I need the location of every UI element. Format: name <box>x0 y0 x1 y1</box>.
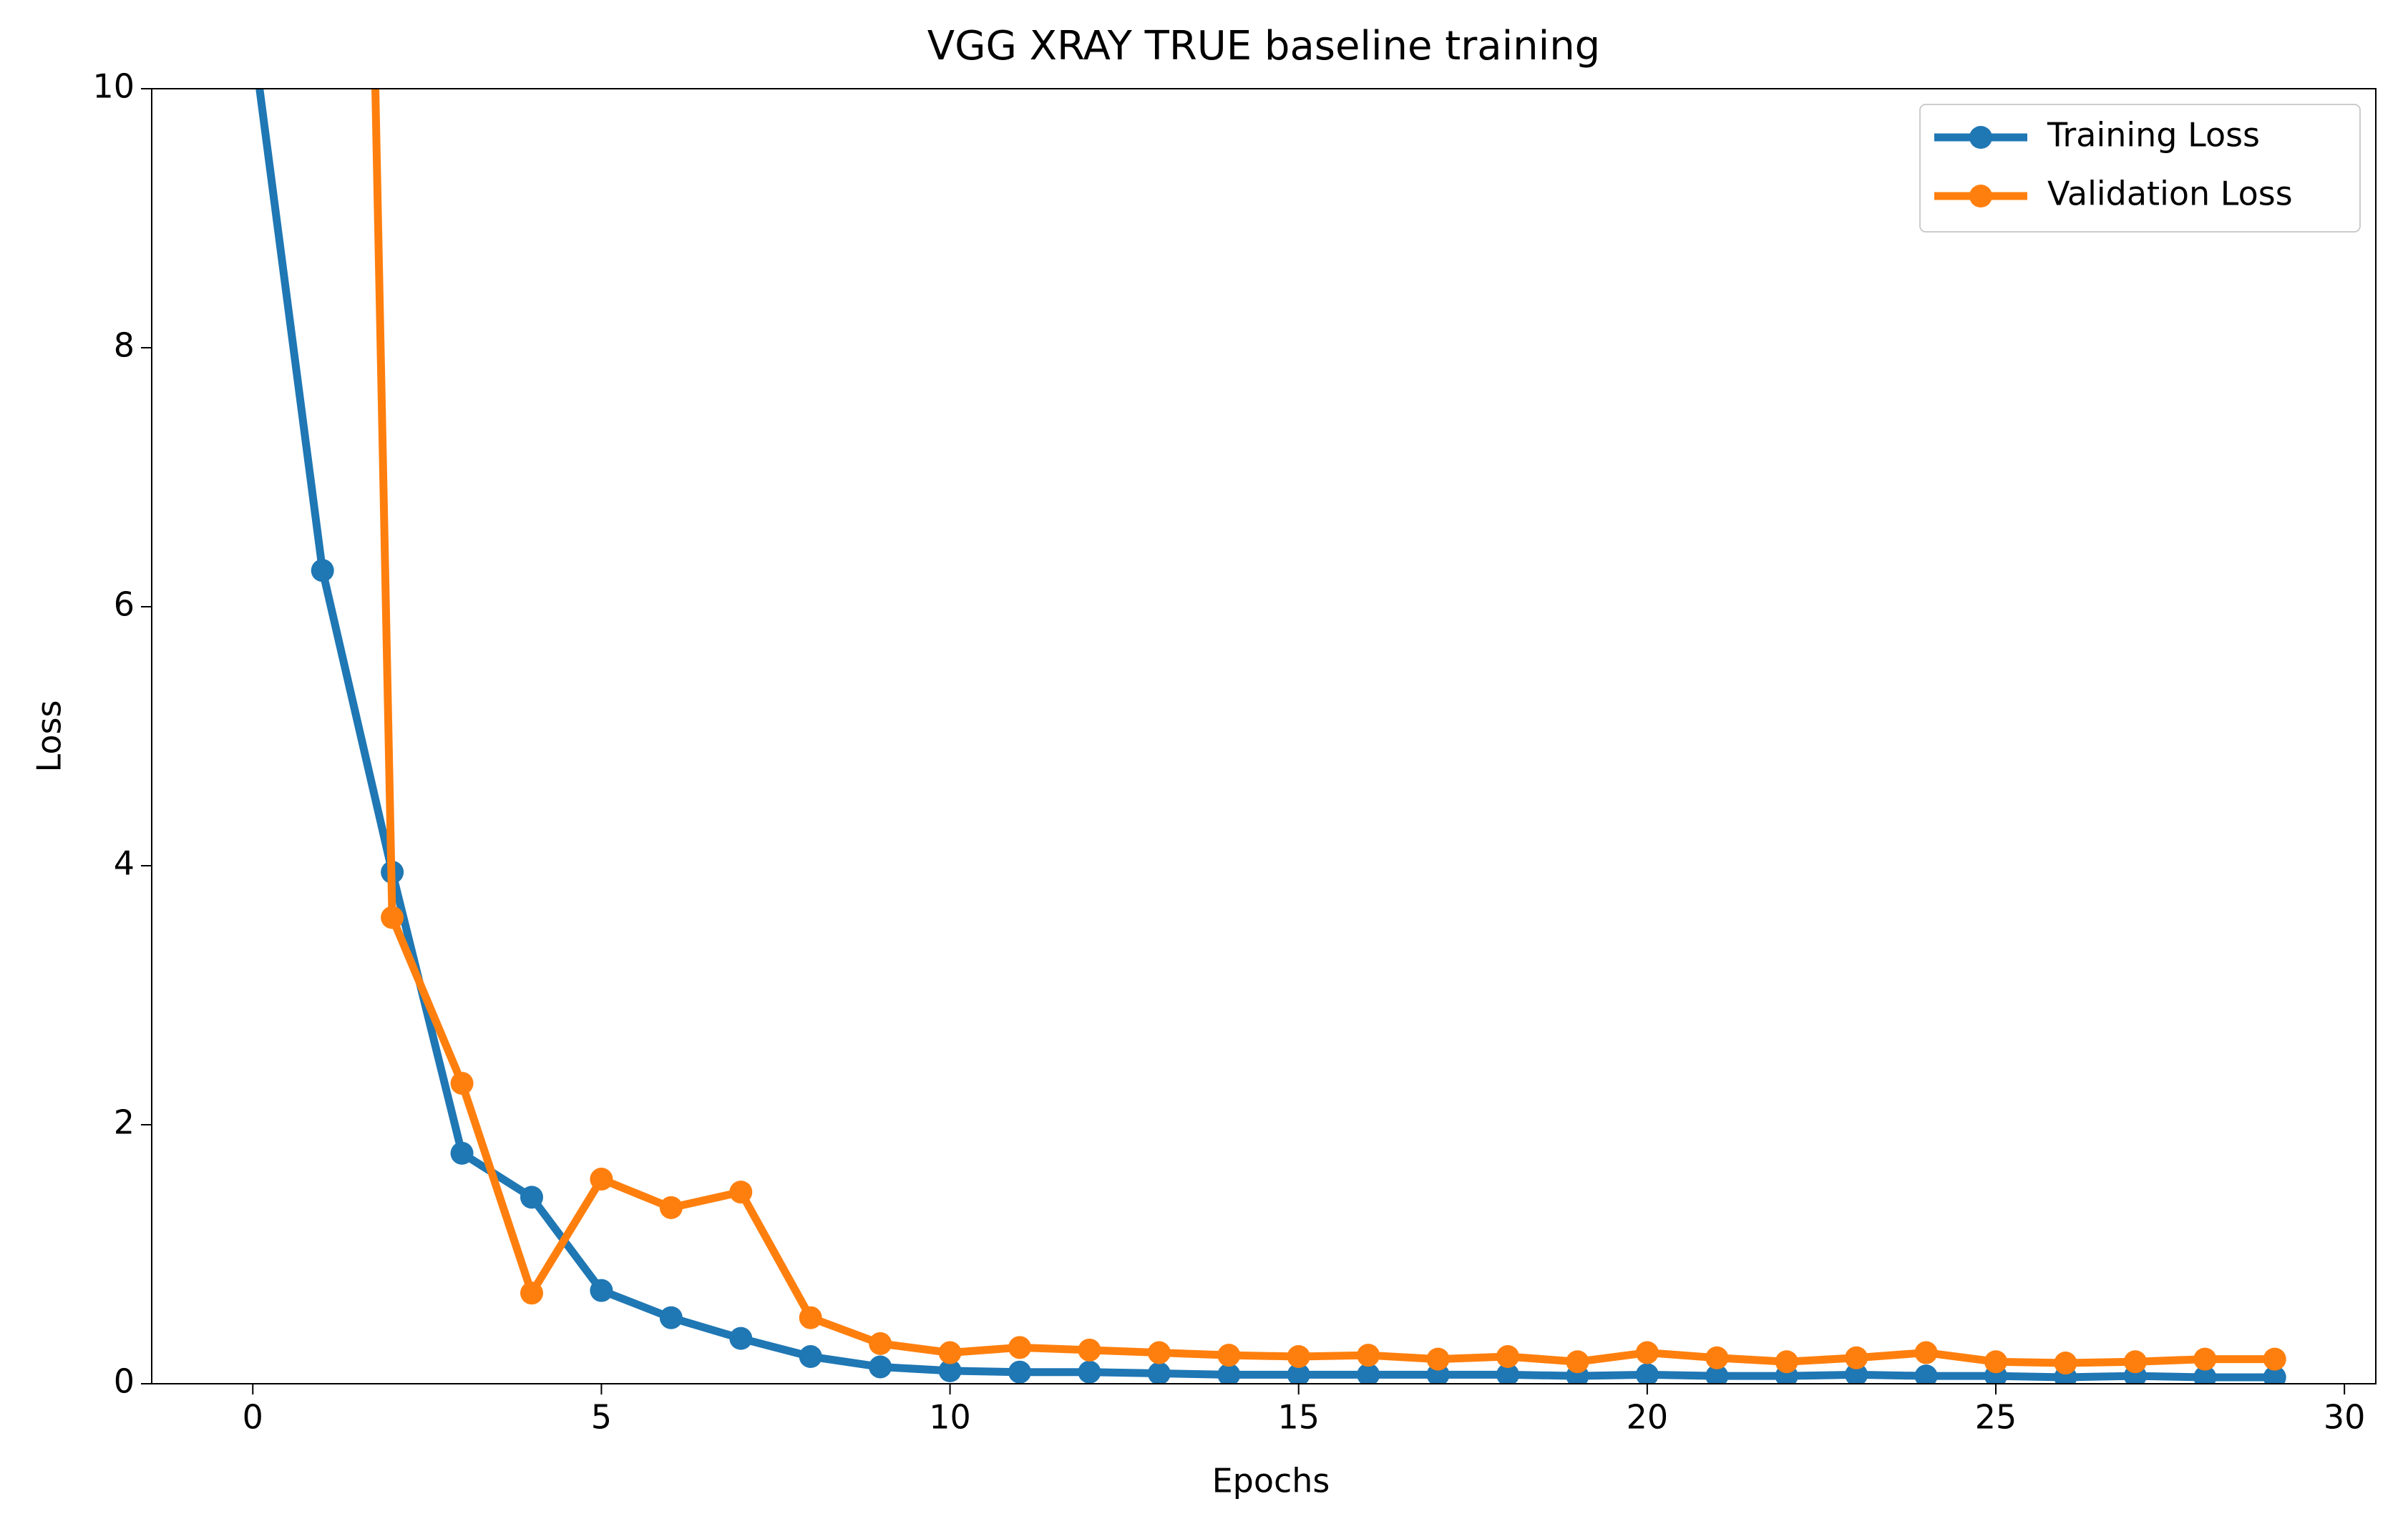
data-point <box>1705 1364 1729 1384</box>
x-tick-label: 5 <box>591 1398 612 1437</box>
y-tick-label: 0 <box>114 1362 135 1401</box>
x-tick-label: 0 <box>243 1398 263 1437</box>
data-point <box>1914 1341 1938 1364</box>
data-point <box>450 1072 474 1095</box>
data-point <box>1566 1350 1589 1374</box>
legend: Training Loss Validation Loss <box>1919 104 2361 233</box>
data-point <box>1984 1350 2008 1374</box>
y-tick-label: 4 <box>114 844 135 883</box>
x-tick-label: 15 <box>1277 1398 1320 1437</box>
data-point <box>2054 1352 2077 1375</box>
data-point <box>938 1341 962 1364</box>
data-point <box>311 559 334 582</box>
data-point <box>729 1327 753 1350</box>
data-point <box>1496 1363 1519 1384</box>
data-point <box>1845 1346 1868 1369</box>
data-point <box>1705 1346 1729 1369</box>
data-point <box>1287 1363 1310 1384</box>
data-point <box>2263 1365 2286 1384</box>
x-tick-label: 25 <box>1975 1398 2017 1437</box>
data-point <box>659 1306 683 1329</box>
y-tick-label: 2 <box>114 1103 135 1142</box>
data-point <box>1217 1344 1241 1367</box>
data-point <box>1914 1364 1938 1384</box>
data-point <box>1496 1344 1520 1368</box>
data-point <box>1845 1363 1868 1384</box>
data-point <box>590 1279 613 1302</box>
y-tick-label: 6 <box>114 585 135 624</box>
y-axis-label: Loss <box>30 700 69 773</box>
series-line <box>255 89 2275 1382</box>
data-point <box>2193 1347 2217 1371</box>
data-point <box>799 1344 822 1368</box>
x-axis-label: Epochs <box>1212 1462 1330 1500</box>
data-point <box>1078 1360 1101 1384</box>
data-point <box>381 906 404 929</box>
legend-box <box>1919 104 2361 233</box>
data-point <box>659 1196 683 1219</box>
data-point <box>1287 1344 1310 1368</box>
data-point <box>1008 1360 1031 1384</box>
data-point <box>1147 1341 1171 1364</box>
data-point <box>450 1141 474 1165</box>
data-point <box>590 1168 613 1191</box>
x-tick-label: 20 <box>1627 1398 1669 1437</box>
data-point <box>1635 1341 1659 1364</box>
data-point <box>2193 1365 2217 1384</box>
data-point <box>520 1281 543 1305</box>
legend-marker <box>1969 185 1992 207</box>
x-tick-label: 10 <box>929 1398 971 1437</box>
data-point <box>938 1359 962 1382</box>
data-point <box>1357 1363 1380 1384</box>
data-point <box>1217 1363 1241 1384</box>
axes: 0 2 4 6 8 10 0 5 10 15 20 25 30 Training Loss Validati… <box>92 67 2377 1437</box>
y-tick-label: 10 <box>92 67 135 106</box>
x-tick-label: 30 <box>2324 1398 2366 1437</box>
data-point <box>729 1181 753 1204</box>
data-point <box>1426 1347 1450 1371</box>
data-point <box>1008 1336 1031 1359</box>
data-point <box>1147 1362 1171 1384</box>
data-point <box>1357 1344 1380 1367</box>
data-point <box>799 1306 822 1329</box>
axes-frame <box>151 88 2377 1384</box>
data-point <box>1078 1338 1101 1362</box>
y-tick-label: 8 <box>114 326 135 365</box>
data-point <box>520 1186 543 1209</box>
data-point <box>1635 1363 1659 1384</box>
legend-marker <box>1969 126 1992 149</box>
data-point <box>869 1332 892 1355</box>
legend-label: Validation Loss <box>2047 175 2293 213</box>
data-point <box>2123 1350 2147 1374</box>
plot-area <box>255 89 2286 1384</box>
data-point <box>869 1355 892 1379</box>
legend-label: Training Loss <box>2047 116 2260 155</box>
data-point <box>1775 1350 1798 1374</box>
series-line <box>371 89 2275 1367</box>
data-point <box>2263 1347 2286 1371</box>
chart-title: VGG XRAY TRUE baseline training <box>927 23 1600 69</box>
